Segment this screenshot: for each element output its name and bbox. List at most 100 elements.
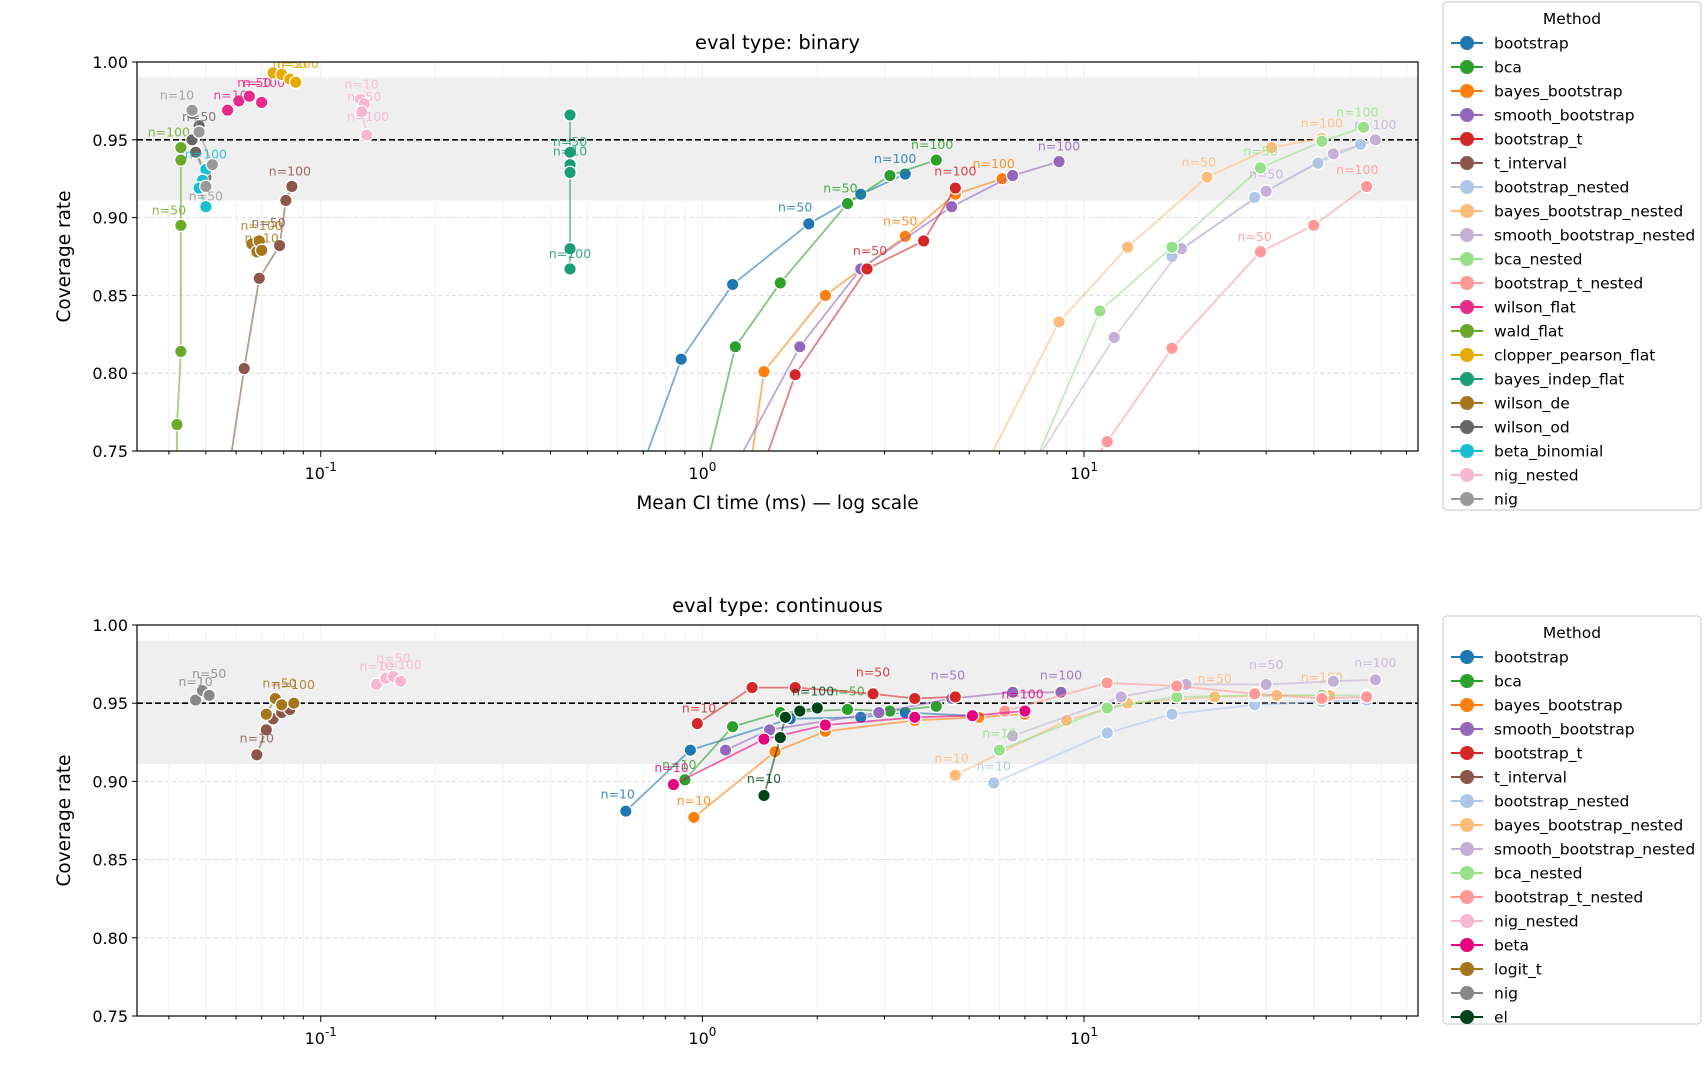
data-point [801,216,816,231]
x-tick-label: 10-1 [305,460,337,483]
point-label: n=100 [273,677,315,692]
data-point [252,271,267,286]
legend-item: bootstrap_t [1451,745,1583,764]
legend-title: Method [1543,10,1601,28]
legend: Method bootstrap bca bayes_bootstrap smooth_… [1442,1,1702,511]
chart-title: eval type: continuous [672,594,883,617]
legend-box [1442,1,1702,511]
data-point [1356,120,1371,135]
data-point [810,701,825,715]
legend-item: nig_nested [1451,467,1579,486]
point-label: n=50 [347,89,381,104]
legend-marker [1460,842,1474,856]
y-tick-label: 0.90 [92,772,128,791]
point-label: n=100 [241,218,283,233]
data-point [866,686,880,701]
data-point [678,772,692,787]
data-point [254,243,269,258]
plot-frame [136,61,1419,452]
point-label: n=50 [1249,657,1283,672]
data-point [625,491,637,503]
legend-label: bca [1494,59,1522,77]
data-point [563,262,577,276]
legend-item: bootstrap [1451,35,1569,53]
legend-label: bca_nested [1494,865,1583,884]
data-point [1165,240,1179,255]
x-tick-label: 101 [1070,460,1098,483]
data-point [1014,491,1026,503]
legend-item: bootstrap_nested [1451,793,1629,812]
point-label: n=50 [262,676,296,691]
legend-item: el [1451,1009,1508,1027]
legend-label: smooth_bootstrap_nested [1494,841,1695,860]
x-tick-label: 100 [688,460,716,483]
data-point [188,145,203,160]
legend-item: bayes_bootstrap_nested [1451,817,1683,836]
data-point [359,128,374,142]
legend-label: nig [1494,985,1518,1003]
legend-label: el [1494,1009,1508,1027]
point-label: n=100 [549,246,591,261]
legend-item: t_interval [1451,155,1567,174]
point-label: n=10 [345,76,379,91]
data-point [818,288,833,303]
series-bootstrap_t_nested: n=50 n=100 [1099,162,1378,451]
legend-label: logit_t [1494,961,1542,980]
point-label: n=50 [251,215,285,230]
point-label: n=100 [792,683,834,698]
series-line [992,137,1323,451]
point-label: n=50 [856,665,890,680]
legend-marker [1460,36,1474,50]
legend-item: bayes_bootstrap_nested [1451,203,1683,222]
legend-label: nig_nested [1494,467,1579,486]
point-label: n=10 [251,50,285,65]
data-point [285,179,299,194]
x-tick-label: 10-1 [305,1025,337,1048]
point-label: n=100 [380,657,422,672]
data-point [840,196,855,211]
legend-item: bayes_indep_flat [1451,371,1624,390]
legend-marker [1460,324,1474,338]
legend-marker [1460,746,1474,760]
point-label: n=50 [823,181,857,196]
data-point [369,677,384,692]
legend-marker [1460,348,1474,362]
series-bca: n=50 n=100 [709,137,953,451]
point-label: n=100 [934,164,976,179]
legend-label: bootstrap_nested [1494,179,1629,198]
legend-item: bootstrap [1451,649,1569,667]
data-point [1359,690,1374,704]
data-point [1100,701,1115,715]
series-nig_nested: n=10n=50n=100 [359,651,422,692]
point-label: n=100 [973,156,1015,171]
data-point [1326,674,1341,689]
data-point [1306,218,1321,233]
legend-label: wilson_flat [1494,299,1576,318]
legend-item: clopper_pearson_flat [1451,347,1655,366]
data-point [965,708,980,723]
legend-label: wilson_od [1494,419,1570,438]
y-tick-label: 0.90 [92,209,128,228]
x-tick-label: 101 [1070,1025,1098,1048]
point-label: n=10 [601,787,635,802]
series-el: n=10 n=100 [747,683,834,803]
data-point [354,104,369,119]
legend-label: wald_flat [1494,323,1563,342]
point-label: n=10 [677,793,711,808]
legend-marker [1460,1010,1474,1024]
point-label: n=50 [376,651,410,666]
data-point [1092,304,1107,318]
y-tick-label: 0.80 [92,364,128,383]
point-label: n=10 [160,87,194,102]
legend-marker [1460,986,1474,1000]
legend-marker [1460,372,1474,386]
data-point [1114,690,1128,704]
legend-marker [1460,132,1474,146]
data-point [1368,672,1383,687]
point-label: n=100 [148,125,190,140]
data-point [666,777,681,792]
legend-label: bayes_bootstrap [1494,697,1623,716]
